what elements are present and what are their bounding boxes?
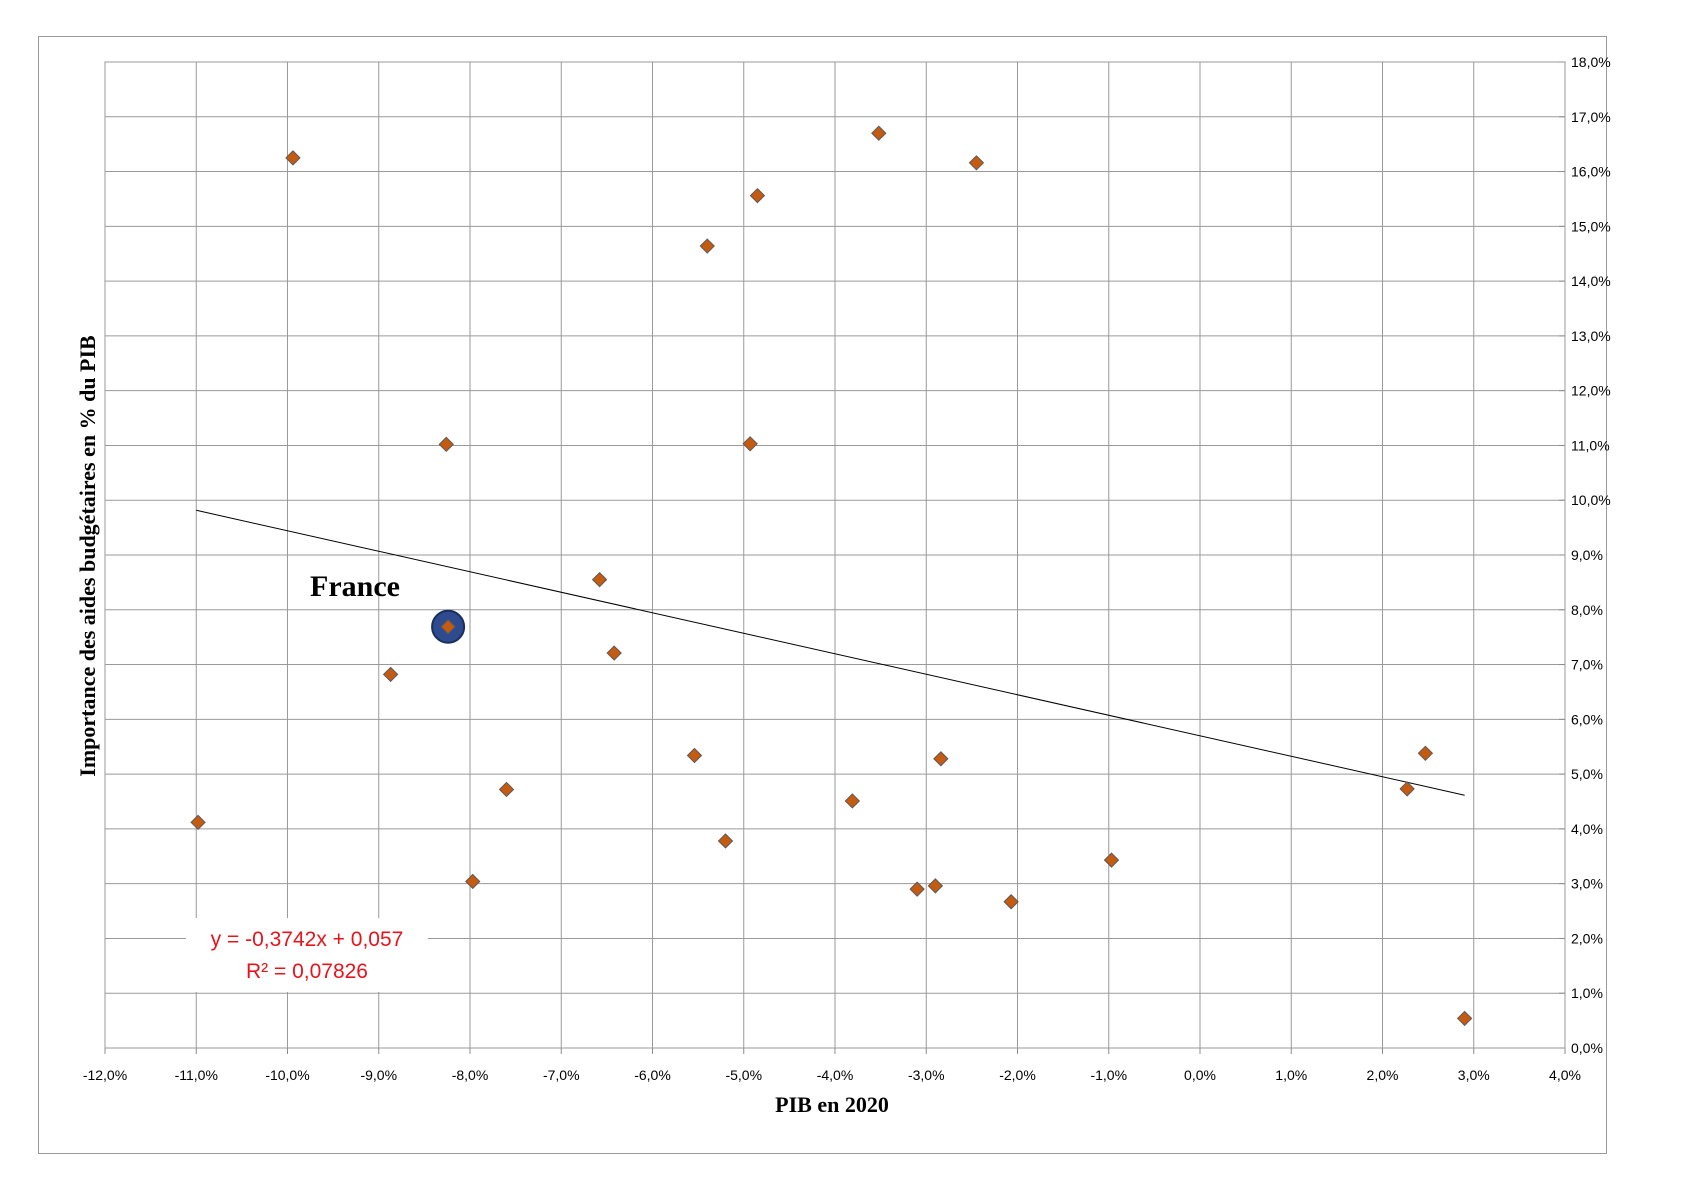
grid-lines bbox=[104, 61, 1566, 1054]
y-tick-label: 8,0% bbox=[1571, 602, 1603, 618]
data-point bbox=[1103, 852, 1120, 868]
data-point bbox=[190, 814, 206, 831]
x-tick-label: -5,0% bbox=[725, 1067, 762, 1083]
data-points bbox=[190, 125, 1473, 1027]
y-tick-label: 4,0% bbox=[1571, 821, 1603, 837]
data-point bbox=[699, 238, 715, 254]
trendline-equation: y = -0,3742x + 0,057 bbox=[211, 928, 404, 951]
y-tick-label: 12,0% bbox=[1571, 383, 1611, 399]
x-tick-label: -8,0% bbox=[452, 1067, 489, 1083]
y-tick-labels: 0,0% 1,0% 2,0% 3,0% 4,0% 5,0% 6,0% 7,0% 8,0% 9,0%… bbox=[1571, 54, 1611, 1056]
y-tick-label: 2,0% bbox=[1571, 930, 1603, 946]
y-tick-label: 9,0% bbox=[1571, 547, 1603, 563]
x-tick-labels: -12,0% -11,0% -10,0% -9,0% -8,0% -7,0% -6,0% -5… bbox=[83, 1067, 1581, 1083]
chart-frame bbox=[38, 36, 1607, 1154]
equation-background bbox=[186, 918, 428, 992]
y-tick-label: 18,0% bbox=[1571, 54, 1611, 70]
x-tick-label: 2,0% bbox=[1367, 1067, 1399, 1083]
data-point bbox=[285, 150, 301, 166]
x-tick-label: -10,0% bbox=[265, 1067, 309, 1083]
y-tick-label: 7,0% bbox=[1571, 657, 1603, 673]
data-point bbox=[440, 619, 456, 635]
data-point bbox=[844, 793, 861, 809]
data-point bbox=[498, 781, 515, 798]
y-tick-label: 5,0% bbox=[1571, 766, 1603, 782]
data-point bbox=[717, 833, 734, 849]
y-tick-label: 11,0% bbox=[1571, 437, 1610, 453]
data-point bbox=[909, 881, 925, 897]
x-tick-label: -1,0% bbox=[1090, 1067, 1127, 1083]
data-point bbox=[749, 187, 766, 204]
x-tick-label: -11,0% bbox=[175, 1067, 218, 1083]
x-axis-title: PIB en 2020 bbox=[775, 1092, 889, 1117]
data-point bbox=[742, 436, 758, 452]
data-point bbox=[1417, 745, 1434, 762]
trendline bbox=[196, 509, 1465, 796]
y-tick-label: 15,0% bbox=[1571, 218, 1611, 234]
y-tick-label: 3,0% bbox=[1571, 876, 1603, 892]
trendline-group bbox=[196, 509, 1465, 796]
x-tick-label: -7,0% bbox=[543, 1067, 580, 1083]
x-tick-label: -9,0% bbox=[360, 1067, 397, 1083]
x-tick-label: 0,0% bbox=[1184, 1067, 1216, 1083]
y-axis-title: Importance des aides budgétaires en % du… bbox=[75, 335, 100, 777]
x-tick-label: 1,0% bbox=[1275, 1067, 1307, 1083]
x-tick-label: 4,0% bbox=[1549, 1067, 1581, 1083]
data-point bbox=[591, 571, 608, 588]
data-point bbox=[438, 436, 454, 453]
data-point bbox=[1003, 894, 1019, 910]
y-tick-label: 16,0% bbox=[1571, 164, 1611, 180]
data-point bbox=[927, 878, 944, 894]
x-tick-label: -2,0% bbox=[999, 1067, 1036, 1083]
y-tick-label: 13,0% bbox=[1571, 328, 1611, 344]
data-point bbox=[1399, 781, 1415, 797]
y-tick-label: 6,0% bbox=[1571, 711, 1603, 727]
data-point bbox=[382, 666, 399, 683]
x-tick-label: -4,0% bbox=[817, 1067, 854, 1083]
data-point bbox=[933, 751, 949, 767]
x-tick-label: -12,0% bbox=[83, 1067, 127, 1083]
data-point bbox=[465, 873, 481, 890]
y-tick-label: 10,0% bbox=[1571, 492, 1611, 508]
y-tick-label: 17,0% bbox=[1571, 109, 1611, 125]
france-label: France bbox=[310, 570, 400, 603]
data-point bbox=[686, 747, 703, 764]
x-tick-label: 3,0% bbox=[1458, 1067, 1490, 1083]
data-point bbox=[1456, 1010, 1473, 1027]
data-point bbox=[968, 155, 985, 171]
x-tick-label: -6,0% bbox=[634, 1067, 671, 1083]
data-point bbox=[871, 125, 887, 141]
data-point bbox=[606, 645, 622, 661]
y-tick-label: 14,0% bbox=[1571, 273, 1611, 289]
r-squared-label: R² = 0,07826 bbox=[246, 960, 368, 983]
x-tick-label: -3,0% bbox=[908, 1067, 945, 1083]
y-tick-label: 1,0% bbox=[1571, 985, 1603, 1001]
equation-box: y = -0,3742x + 0,057 R² = 0,07826 bbox=[186, 918, 428, 992]
y-tick-label: 0,0% bbox=[1571, 1040, 1603, 1056]
